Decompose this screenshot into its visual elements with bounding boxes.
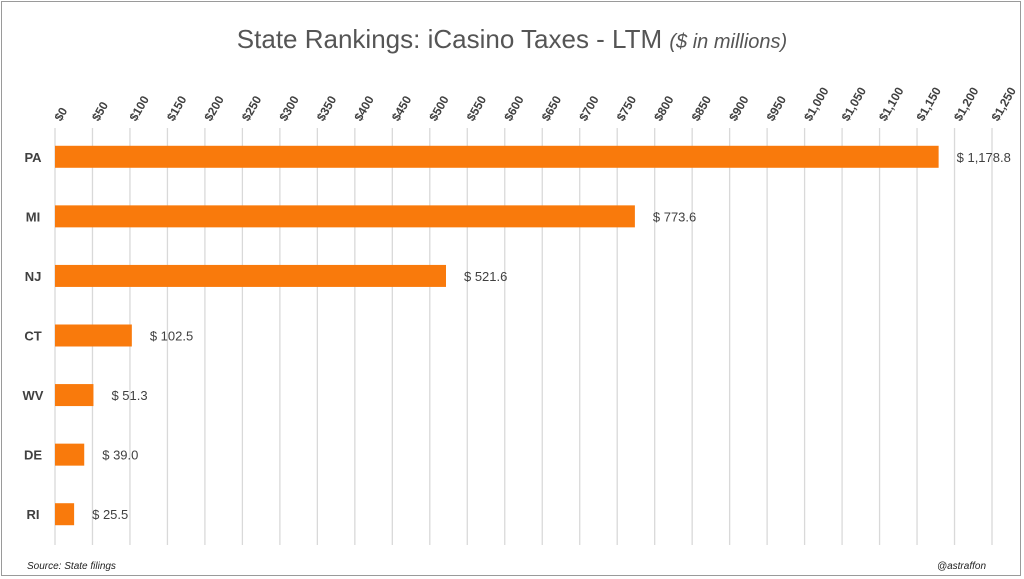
- x-tick-label: $650: [539, 93, 565, 123]
- bar-ct: [55, 324, 132, 347]
- data-label: $ 51.3: [111, 388, 147, 403]
- bar-wv: [55, 384, 94, 407]
- bar-nj: [55, 264, 446, 287]
- x-tick-label: $550: [464, 93, 490, 123]
- category-label: PA: [24, 150, 42, 165]
- x-tick-label: $1,150: [914, 84, 945, 123]
- x-tick-label: $800: [651, 93, 677, 123]
- category-label: WV: [23, 388, 44, 403]
- x-tick-label: $50: [89, 99, 111, 124]
- bar-ri: [55, 503, 75, 526]
- x-tick-label: $350: [314, 93, 340, 123]
- x-tick-label: $700: [576, 93, 602, 123]
- x-tick-label: $200: [201, 93, 227, 123]
- x-tick-label: $950: [764, 93, 790, 123]
- x-tick-label: $300: [276, 93, 302, 123]
- x-tick-label: $1,250: [988, 84, 1019, 123]
- x-tick-label: $100: [126, 93, 152, 123]
- category-label: MI: [26, 209, 40, 224]
- source-note: Source: State filings: [27, 561, 116, 572]
- x-tick-label: $500: [426, 93, 452, 123]
- x-tick-label: $1,200: [951, 84, 982, 123]
- x-tick-label: $900: [726, 93, 752, 123]
- x-tick-label: $0: [51, 105, 70, 124]
- x-tick-label: $600: [501, 93, 527, 123]
- x-tick-label: $1,100: [876, 84, 907, 123]
- data-label: $ 102.5: [150, 329, 193, 344]
- category-label: DE: [24, 448, 42, 463]
- bars: [55, 145, 939, 526]
- bar-mi: [55, 205, 635, 228]
- gridlines: [54, 128, 993, 545]
- chart-title: State Rankings: iCasino Taxes - LTM ($ i…: [2, 24, 1022, 55]
- x-tick-label: $850: [689, 93, 715, 123]
- y-axis-categories: PA MI NJ CT WV DE RI: [23, 150, 44, 522]
- chart-subtitle: ($ in millions): [669, 31, 788, 53]
- data-label: $ 773.6: [653, 209, 696, 224]
- x-tick-label: $400: [351, 93, 377, 123]
- data-label: $ 25.5: [92, 507, 128, 522]
- bar-de: [55, 443, 85, 466]
- data-labels: $ 1,178.8 $ 773.6 $ 521.6 $ 102.5 $ 51.3 $ 39…: [92, 150, 1011, 522]
- bar-pa: [55, 145, 939, 168]
- x-tick-label: $1,050: [839, 84, 870, 123]
- category-label: CT: [24, 329, 41, 344]
- x-axis-ticks: $0 $50 $100 $150 $200 $250 $300 $350 $400 $450 $50…: [51, 84, 1019, 123]
- data-label: $ 521.6: [464, 269, 507, 284]
- category-label: RI: [27, 507, 40, 522]
- data-label: $ 1,178.8: [957, 150, 1011, 165]
- data-label: $ 39.0: [102, 448, 138, 463]
- chart-title-text: State Rankings: iCasino Taxes - LTM: [236, 24, 663, 54]
- x-tick-label: $450: [389, 93, 415, 123]
- x-tick-label: $250: [239, 93, 265, 123]
- credit-note: @astraffon: [936, 561, 986, 572]
- category-label: NJ: [25, 269, 42, 284]
- x-tick-label: $150: [164, 93, 190, 123]
- x-tick-label: $750: [614, 93, 640, 123]
- x-tick-label: $1,000: [801, 84, 832, 123]
